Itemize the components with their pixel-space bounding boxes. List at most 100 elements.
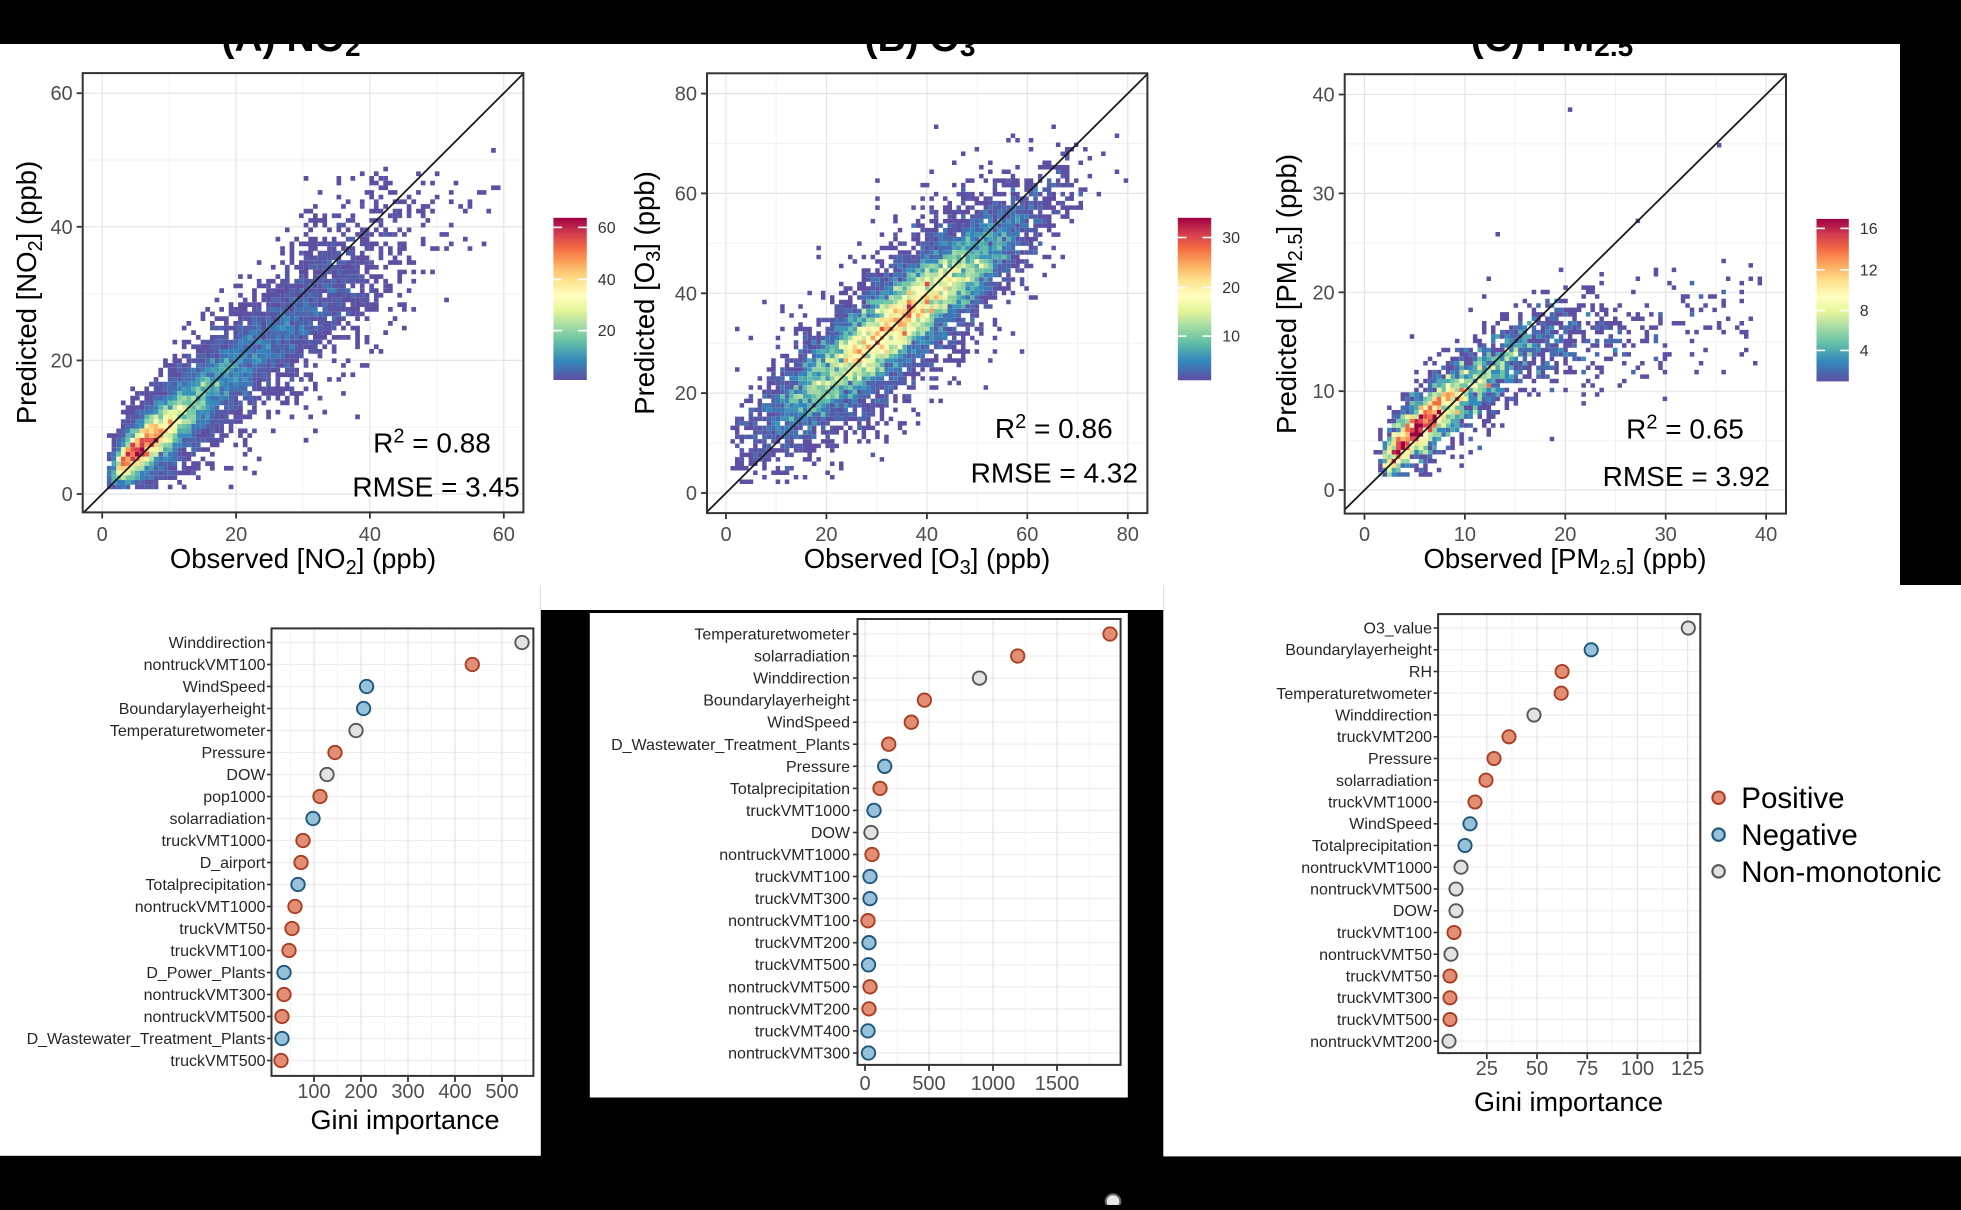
svg-text:Predicted [O3] (ppb): Predicted [O3] (ppb) [629, 171, 665, 414]
svg-text:nontruckVMT200: nontruckVMT200 [728, 1001, 850, 1018]
svg-text:Temperaturetwometer: Temperaturetwometer [694, 627, 850, 644]
svg-text:nontruckVMT500: nontruckVMT500 [1310, 882, 1432, 899]
svg-text:nontruckVMT300: nontruckVMT300 [728, 1046, 850, 1063]
svg-text:40: 40 [675, 283, 697, 305]
svg-text:truckVMT1000: truckVMT1000 [746, 803, 850, 820]
svg-text:20: 20 [1554, 524, 1576, 546]
svg-text:20: 20 [50, 350, 72, 372]
svg-text:30: 30 [1655, 524, 1677, 546]
svg-text:50: 50 [1526, 1058, 1548, 1080]
svg-text:solarradiation: solarradiation [754, 649, 850, 666]
svg-text:Winddirection: Winddirection [169, 635, 266, 652]
svg-text:1000: 1000 [971, 1073, 1016, 1095]
svg-text:400: 400 [438, 1081, 471, 1103]
svg-text:60: 60 [50, 83, 72, 105]
svg-text:truckVMT500: truckVMT500 [170, 1053, 265, 1070]
svg-text:20: 20 [1312, 282, 1334, 304]
svg-text:4: 4 [1860, 343, 1869, 360]
svg-text:Predicted [PM2.5] (ppb): Predicted [PM2.5] (ppb) [1271, 154, 1307, 434]
svg-text:500: 500 [485, 1081, 518, 1103]
svg-text:20: 20 [675, 383, 697, 405]
svg-text:200: 200 [344, 1081, 377, 1103]
svg-text:Totalprecipitation: Totalprecipitation [1312, 838, 1432, 855]
svg-text:40: 40 [359, 524, 381, 546]
svg-text:75: 75 [1576, 1058, 1598, 1080]
svg-text:pop1000: pop1000 [203, 789, 265, 806]
svg-text:10: 10 [1454, 524, 1476, 546]
svg-text:D_Wastewater_Treatment_Plants: D_Wastewater_Treatment_Plants [27, 1031, 266, 1048]
svg-text:Boundarylayerheight: Boundarylayerheight [119, 701, 266, 718]
svg-text:truckVMT1000: truckVMT1000 [161, 833, 265, 850]
svg-text:R2 = 0.88: R2 = 0.88 [373, 426, 491, 459]
svg-text:300: 300 [391, 1081, 424, 1103]
svg-text:20: 20 [225, 524, 247, 546]
svg-text:100: 100 [1621, 1058, 1654, 1080]
svg-text:RH: RH [1409, 664, 1432, 681]
svg-text:Pressure: Pressure [1368, 751, 1432, 768]
svg-text:Predicted [NO2] (ppb): Predicted [NO2] (ppb) [11, 161, 47, 424]
svg-text:125: 125 [1671, 1058, 1704, 1080]
svg-text:WindSpeed: WindSpeed [1349, 816, 1432, 833]
svg-text:0: 0 [720, 524, 731, 546]
svg-text:40: 40 [50, 217, 72, 239]
svg-text:Pressure: Pressure [201, 745, 265, 762]
svg-text:Boundarylayerheight: Boundarylayerheight [1285, 642, 1432, 659]
svg-text:40: 40 [598, 272, 616, 289]
svg-text:100: 100 [297, 1081, 330, 1103]
svg-text:Pressure: Pressure [786, 759, 850, 776]
svg-text:20: 20 [815, 524, 837, 546]
svg-text:nontruckVMT1000: nontruckVMT1000 [719, 847, 850, 864]
svg-text:30: 30 [1222, 230, 1240, 247]
svg-text:D_Power_Plants: D_Power_Plants [146, 965, 265, 982]
svg-text:truckVMT400: truckVMT400 [755, 1023, 850, 1040]
svg-text:truckVMT500: truckVMT500 [1337, 1012, 1432, 1029]
svg-text:80: 80 [675, 84, 697, 106]
svg-text:60: 60 [1016, 524, 1038, 546]
svg-text:0: 0 [859, 1073, 870, 1095]
svg-text:truckVMT300: truckVMT300 [1337, 990, 1432, 1007]
svg-text:RMSE = 3.45: RMSE = 3.45 [352, 472, 519, 503]
svg-text:0: 0 [686, 483, 697, 505]
svg-text:0: 0 [97, 524, 108, 546]
svg-text:nontruckVMT1000: nontruckVMT1000 [135, 899, 266, 916]
svg-text:Gini importance: Gini importance [310, 1105, 499, 1135]
svg-text:Winddirection: Winddirection [753, 671, 850, 688]
svg-text:nontruckVMT50: nontruckVMT50 [1319, 947, 1432, 964]
svg-text:truckVMT50: truckVMT50 [179, 921, 265, 938]
svg-text:30: 30 [1312, 183, 1334, 205]
svg-text:0: 0 [1324, 480, 1335, 502]
svg-text:nontruckVMT1000: nontruckVMT1000 [1301, 860, 1432, 877]
svg-text:60: 60 [675, 183, 697, 205]
svg-text:truckVMT300: truckVMT300 [755, 891, 850, 908]
svg-text:truckVMT100: truckVMT100 [170, 943, 265, 960]
svg-text:nontruckVMT500: nontruckVMT500 [144, 1009, 266, 1026]
svg-text:40: 40 [1755, 524, 1777, 546]
svg-text:10: 10 [1312, 381, 1334, 403]
svg-text:truckVMT1000: truckVMT1000 [1328, 795, 1432, 812]
svg-text:R2 = 0.86: R2 = 0.86 [995, 411, 1113, 444]
svg-text:0: 0 [1359, 524, 1370, 546]
svg-text:Totalprecipitation: Totalprecipitation [145, 877, 265, 894]
svg-text:0: 0 [62, 484, 73, 506]
svg-text:Totalprecipitation: Totalprecipitation [730, 781, 850, 798]
svg-text:WindSpeed: WindSpeed [767, 715, 850, 732]
svg-text:R2 = 0.65: R2 = 0.65 [1626, 412, 1744, 445]
svg-text:D_airport: D_airport [200, 855, 266, 872]
svg-text:WindSpeed: WindSpeed [183, 679, 266, 696]
svg-text:nontruckVMT100: nontruckVMT100 [144, 657, 266, 674]
svg-text:20: 20 [598, 323, 616, 340]
svg-text:80: 80 [1117, 524, 1139, 546]
svg-text:DOW: DOW [226, 767, 266, 784]
svg-text:Gini importance: Gini importance [1474, 1087, 1663, 1117]
svg-text:truckVMT500: truckVMT500 [755, 957, 850, 974]
svg-text:20: 20 [1222, 280, 1240, 297]
svg-text:60: 60 [493, 524, 515, 546]
svg-text:D_Wastewater_Treatment_Plants: D_Wastewater_Treatment_Plants [611, 737, 850, 754]
svg-text:Boundarylayerheight: Boundarylayerheight [703, 693, 850, 710]
svg-text:RMSE = 3.92: RMSE = 3.92 [1603, 461, 1770, 492]
svg-text:nontruckVMT100: nontruckVMT100 [728, 913, 850, 930]
svg-text:16: 16 [1860, 221, 1878, 238]
svg-text:truckVMT200: truckVMT200 [755, 935, 850, 952]
svg-text:truckVMT100: truckVMT100 [755, 869, 850, 886]
svg-text:DOW: DOW [811, 825, 851, 842]
